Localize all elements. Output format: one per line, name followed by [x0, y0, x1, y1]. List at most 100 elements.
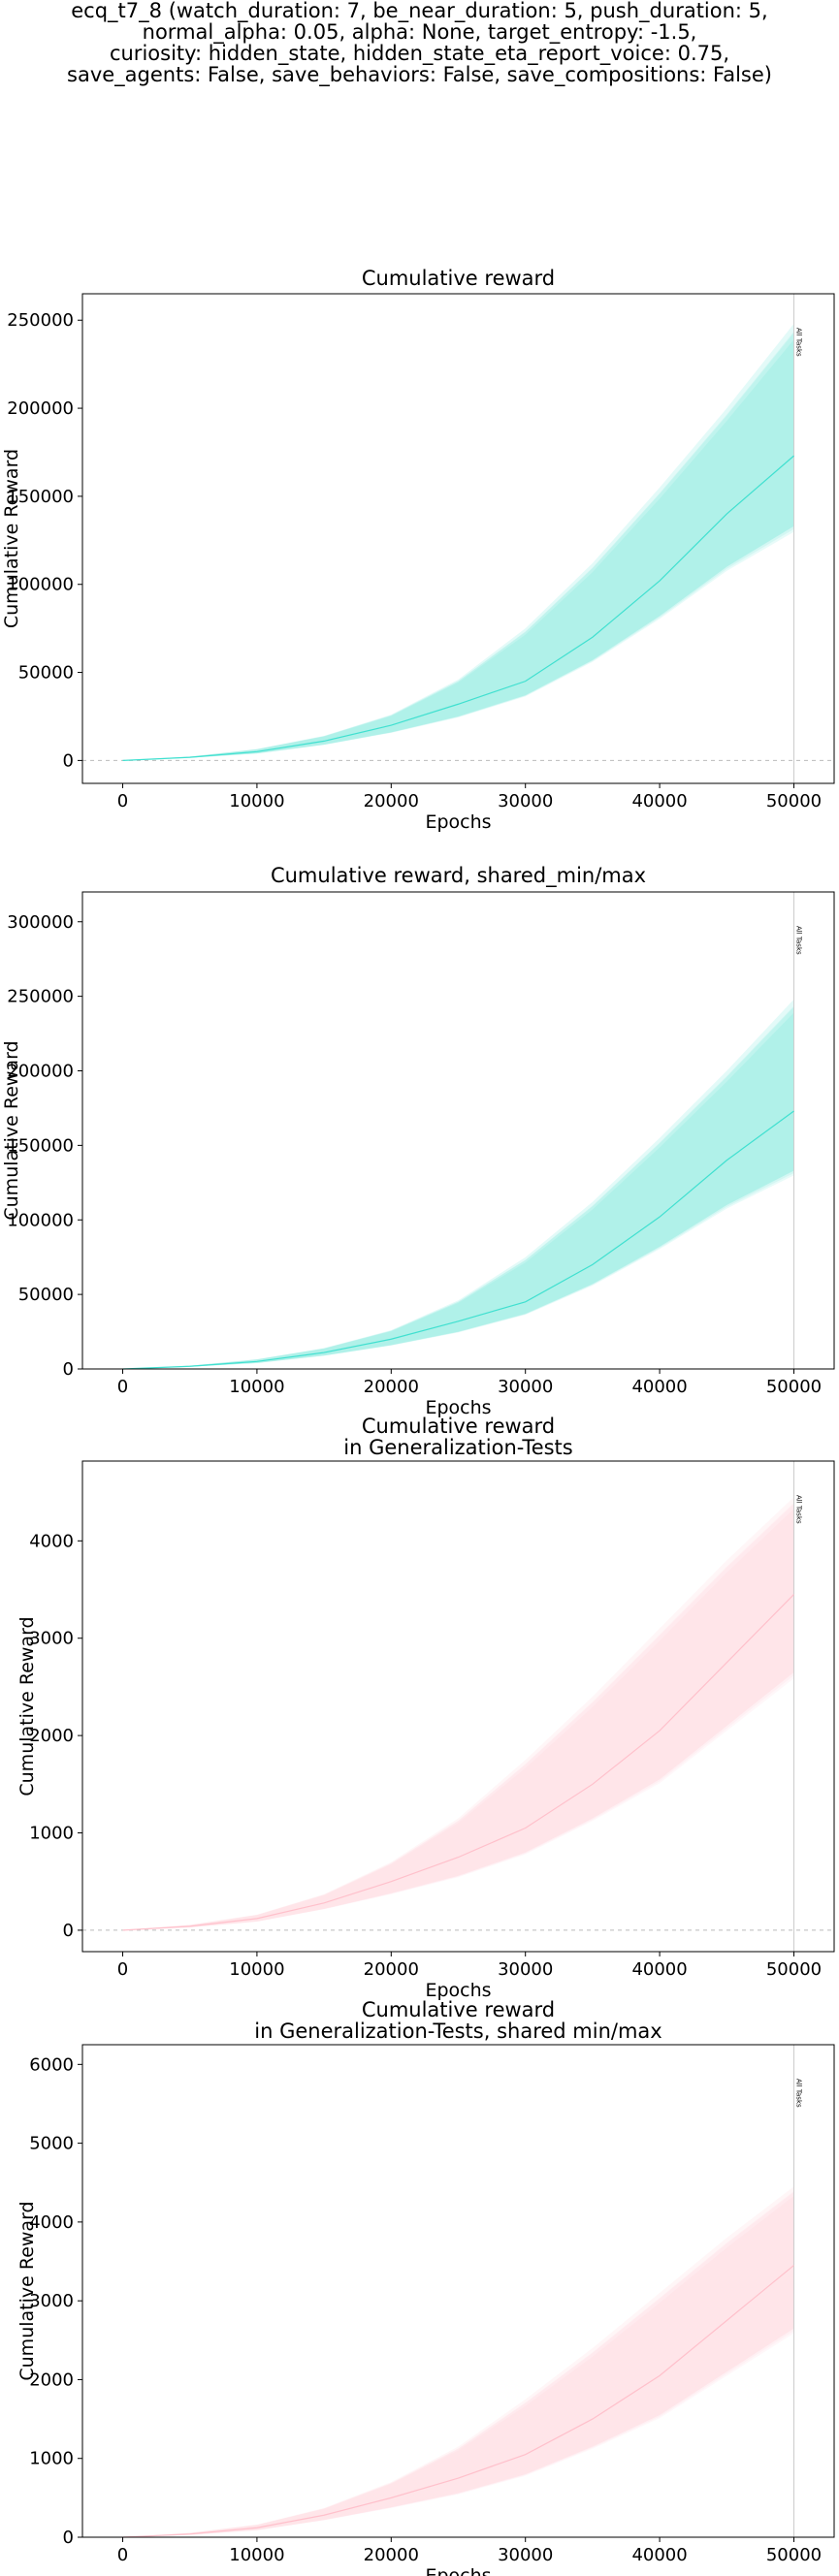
- y-tick-label: 100000: [7, 1210, 74, 1230]
- series-band: [122, 1006, 794, 1369]
- figure-suptitle: ecq_t7_8 (watch_duration: 7, be_near_dur…: [0, 0, 839, 85]
- suptitle-line: save_agents: False, save_behaviors: Fals…: [67, 63, 772, 86]
- series-band: [122, 1503, 794, 1930]
- y-tick-label: 0: [63, 1359, 74, 1380]
- x-tick-label: 40000: [631, 791, 687, 811]
- x-tick-label: 40000: [631, 1377, 687, 1397]
- y-tick-label: 250000: [7, 310, 74, 331]
- x-tick-label: 20000: [364, 1377, 419, 1397]
- y-tick-label: 0: [63, 1921, 74, 1941]
- x-axis-label: Epochs: [425, 1980, 491, 2001]
- x-tick-label: 50000: [766, 1377, 822, 1397]
- x-tick-label: 0: [117, 2545, 128, 2565]
- series-band: [122, 1497, 794, 1930]
- y-tick-label: 4000: [29, 1531, 74, 1551]
- y-tick-label: 1000: [29, 2449, 74, 2469]
- y-tick-label: 1000: [29, 1824, 74, 1844]
- x-tick-label: 50000: [766, 791, 822, 811]
- vline-label: All Tasks: [794, 328, 802, 357]
- series-band: [122, 1504, 794, 1930]
- chart-title: Cumulative reward, shared_min/max: [271, 864, 646, 888]
- y-tick-label: 200000: [7, 1062, 74, 1082]
- series-band: [122, 1012, 794, 1369]
- y-tick-label: 150000: [7, 487, 74, 507]
- y-tick-label: 6000: [29, 2054, 74, 2075]
- chart-title: Cumulative reward: [362, 1998, 555, 2021]
- series-band: [122, 999, 794, 1369]
- x-axis-label: Epochs: [425, 2565, 491, 2576]
- x-tick-label: 0: [117, 1959, 128, 1980]
- series-band: [122, 332, 794, 761]
- x-tick-label: 10000: [229, 1959, 284, 1980]
- x-tick-label: 30000: [498, 2545, 553, 2565]
- plot-frame: [81, 1460, 835, 1953]
- chart-title: Cumulative reward: [362, 1415, 555, 1438]
- plot-frame: [81, 2044, 835, 2538]
- x-tick-label: 30000: [498, 791, 553, 811]
- y-tick-label: 3000: [29, 1629, 74, 1649]
- vline-label: All Tasks: [794, 1495, 802, 1524]
- x-tick-label: 40000: [631, 2545, 687, 2565]
- x-axis-label: Epochs: [425, 1397, 491, 1418]
- y-tick-label: 0: [63, 2528, 74, 2548]
- x-tick-label: 10000: [229, 791, 284, 811]
- series-band: [122, 333, 794, 761]
- series-band: [122, 2191, 794, 2537]
- x-tick-label: 50000: [766, 1959, 822, 1980]
- x-tick-label: 0: [117, 791, 128, 811]
- y-tick-label: 50000: [18, 663, 74, 684]
- series-band: [122, 1005, 794, 1369]
- suptitle-line: ecq_t7_8 (watch_duration: 7, be_near_dur…: [71, 0, 768, 22]
- chart-cumulative-reward-shared: Cumulative reward, shared_min/max All Tas…: [1, 864, 835, 1418]
- y-tick-label: 2000: [29, 2369, 74, 2390]
- series-band: [122, 339, 794, 761]
- x-tick-label: 10000: [229, 1377, 284, 1397]
- x-tick-label: 50000: [766, 2545, 822, 2565]
- x-tick-label: 30000: [498, 1959, 553, 1980]
- x-tick-label: 30000: [498, 1377, 553, 1397]
- suptitle-line: curiosity: hidden_state, hidden_state_et…: [109, 42, 730, 65]
- vline-label: All Tasks: [794, 2079, 802, 2108]
- series-band: [122, 2191, 794, 2537]
- x-tick-label: 10000: [229, 2545, 284, 2565]
- y-tick-label: 200000: [7, 398, 74, 419]
- plot-frame: [81, 293, 835, 784]
- x-tick-label: 20000: [364, 2545, 419, 2565]
- series-mean-line: [122, 455, 794, 761]
- y-axis-label: Cumulative Reward: [16, 2201, 38, 2380]
- x-tick-label: 20000: [364, 791, 419, 811]
- vline-label: All Tasks: [794, 926, 802, 955]
- series-mean-line: [122, 1594, 794, 1931]
- series-band: [122, 2186, 794, 2537]
- y-tick-label: 0: [63, 750, 74, 771]
- chart-title: in Generalization-Tests: [343, 1436, 572, 1459]
- y-axis-label: Cumulative Reward: [1, 1040, 22, 1220]
- series-band: [122, 2196, 794, 2537]
- plot-frame: [81, 891, 835, 1370]
- series-mean-line: [122, 2265, 794, 2538]
- y-axis-label: Cumulative Reward: [1, 449, 22, 628]
- x-tick-label: 40000: [631, 1959, 687, 1980]
- suptitle-line: normal_alpha: 0.05, alpha: None, target_…: [142, 20, 697, 44]
- series-band: [122, 1509, 794, 1930]
- x-tick-label: 20000: [364, 1959, 419, 1980]
- y-tick-label: 3000: [29, 2291, 74, 2311]
- y-tick-label: 5000: [29, 2134, 74, 2154]
- y-tick-label: 150000: [7, 1135, 74, 1156]
- y-tick-label: 250000: [7, 987, 74, 1007]
- y-tick-label: 2000: [29, 1726, 74, 1746]
- series-mean-line: [122, 1110, 794, 1370]
- y-tick-label: 50000: [18, 1285, 74, 1305]
- x-tick-label: 0: [117, 1377, 128, 1397]
- y-axis-label: Cumulative Reward: [16, 1616, 38, 1796]
- y-tick-label: 4000: [29, 2212, 74, 2233]
- x-axis-label: Epochs: [425, 811, 491, 833]
- chart-cumulative-reward: Cumulative reward All Tasks 0 10000 20000 300…: [1, 267, 835, 833]
- chart-title: in Generalization-Tests, shared min/max: [254, 2019, 662, 2043]
- chart-title: Cumulative reward: [362, 267, 555, 290]
- y-tick-label: 300000: [7, 912, 74, 933]
- series-band: [122, 323, 794, 761]
- y-tick-label: 100000: [7, 575, 74, 595]
